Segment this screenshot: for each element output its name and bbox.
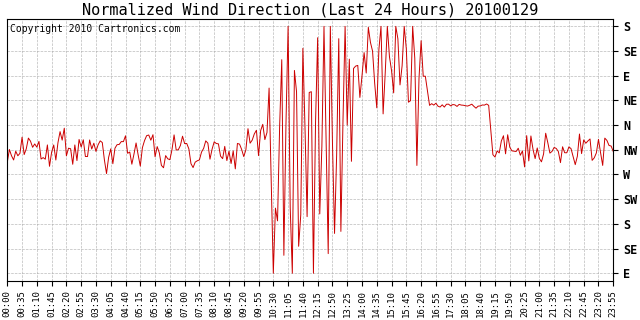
Title: Normalized Wind Direction (Last 24 Hours) 20100129: Normalized Wind Direction (Last 24 Hours… xyxy=(82,3,538,18)
Text: Copyright 2010 Cartronics.com: Copyright 2010 Cartronics.com xyxy=(10,24,180,34)
